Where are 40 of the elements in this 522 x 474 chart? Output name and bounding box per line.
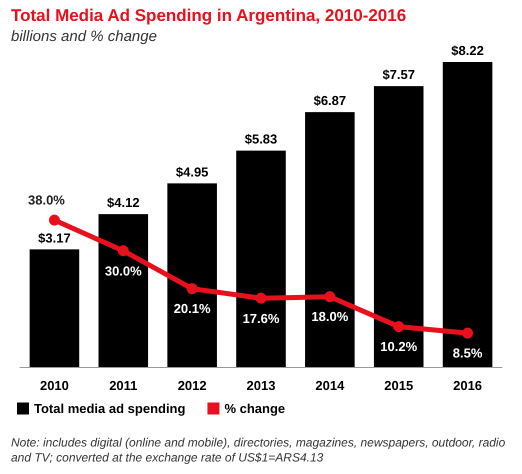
data-label: $6.87 [314,93,346,108]
x-tick-label: 2015 [384,378,414,393]
data-label: 10.2% [380,339,418,354]
data-label: 20.1% [174,301,212,316]
x-tick-label: 2010 [40,378,69,393]
data-label: 18.0% [311,309,349,324]
data-label: $3.17 [38,230,71,246]
point [118,245,129,256]
x-tick-label: 2011 [109,378,138,393]
bar [98,214,148,367]
point [462,328,474,339]
x-tick-label: 2014 [315,378,346,393]
text: Note: includes digital (online and mobile), directories, magazines, newspapers, outdoor, radio and TV; converted at the exchange rate of US$1=ARS4.13 [11,436,509,464]
chart-title: Total Media Ad Spending in Argentina, 2010-2016 [11,6,406,25]
point [186,283,198,294]
bar [30,249,80,367]
data-label: $7.57 [382,67,415,82]
bar [305,112,355,367]
data-label: 30.0% [104,263,142,278]
legend-label: % change [224,401,286,416]
point [324,291,336,302]
bar [374,86,424,367]
data-label: $4.12 [107,195,140,210]
data-label: $4.95 [176,164,208,180]
chart-subtitle: billions and % change [11,28,157,45]
x-tick-label: 2013 [246,378,276,393]
data-label: 17.6% [242,310,280,326]
data-label: 8.5% [452,346,483,361]
x-tick-label: 2012 [178,378,207,393]
x-tick-label: 2016 [453,378,482,393]
bar [167,183,217,367]
data-label: 38.0% [28,192,66,208]
bar [236,150,286,367]
point [256,292,266,304]
legend-label: Total media ad spending [34,401,186,416]
data-label: $5.83 [244,132,278,147]
bar [442,62,492,367]
point [393,321,404,332]
point [48,214,60,226]
data-label: $8.22 [451,43,484,58]
